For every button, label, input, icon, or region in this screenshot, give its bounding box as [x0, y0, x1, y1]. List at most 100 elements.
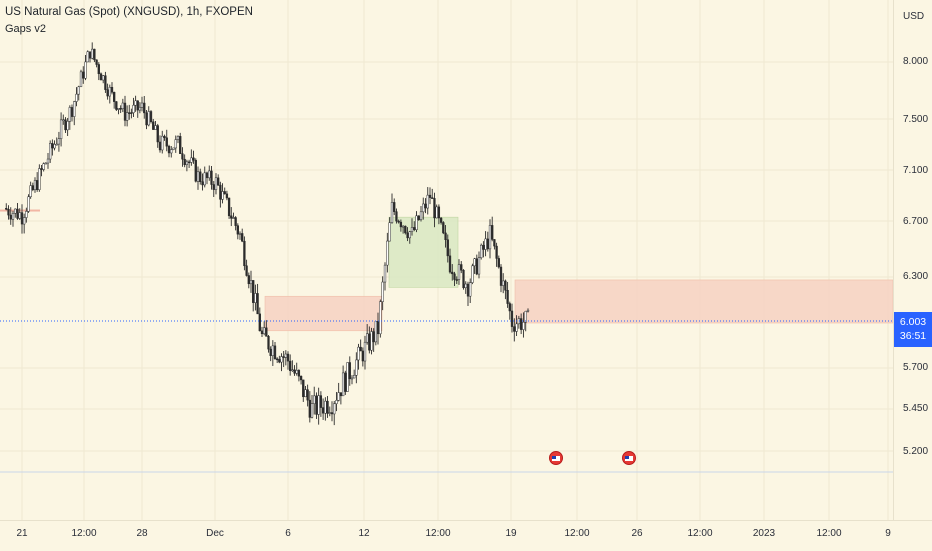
symbol-title[interactable]: US Natural Gas (Spot) (XNGUSD), 1h, FXOP…	[5, 6, 253, 18]
candle-body	[522, 321, 525, 330]
candle-body	[491, 225, 494, 240]
candle-body	[9, 214, 12, 220]
indicator-label[interactable]: Gaps v2	[5, 23, 46, 35]
candle-body	[86, 51, 89, 63]
candle-body	[115, 101, 118, 110]
candle-body	[149, 111, 153, 123]
candle-body	[174, 139, 177, 149]
candle-body	[339, 392, 343, 397]
price-chart[interactable]	[0, 0, 893, 520]
candle-body	[185, 161, 189, 165]
time-tick: 21	[16, 528, 28, 539]
candle-body	[95, 59, 98, 65]
candle-body	[84, 61, 87, 79]
candle-body	[370, 331, 373, 351]
candle-body	[29, 185, 32, 198]
candle-body	[134, 100, 137, 106]
bar-countdown: 36:51	[899, 330, 927, 342]
candle-body	[165, 137, 168, 147]
candle-body	[431, 197, 434, 199]
candle-body	[295, 370, 298, 374]
candle-body	[444, 232, 447, 240]
time-tick: 12:00	[687, 528, 713, 539]
candle-body	[401, 225, 405, 228]
candle-body	[473, 258, 476, 267]
candle-body	[123, 102, 127, 121]
candle-body	[79, 71, 83, 88]
us-flag-icon[interactable]	[549, 451, 563, 465]
candle-body	[93, 48, 96, 61]
price-tick: 7.500	[903, 114, 929, 125]
candle-body	[38, 168, 41, 190]
candle-body	[524, 310, 527, 323]
candle-body	[399, 221, 403, 228]
candle-body	[424, 203, 427, 209]
candle-body	[14, 208, 17, 214]
candle-body	[350, 377, 354, 380]
candle-body	[161, 135, 164, 151]
candle-body	[324, 400, 327, 414]
candle-body	[333, 403, 336, 415]
candle-body	[145, 112, 148, 126]
candle-body	[374, 321, 377, 343]
candle-body	[453, 273, 456, 280]
candle-body	[359, 346, 362, 352]
candle-body	[117, 108, 120, 110]
candle-body	[317, 395, 320, 415]
candle-body	[46, 158, 50, 164]
candle-body	[104, 75, 107, 90]
candle-body	[91, 48, 94, 59]
candle-body	[497, 258, 500, 268]
candle-body	[381, 281, 384, 302]
candle-body	[464, 283, 467, 289]
candle-body	[18, 212, 21, 219]
candle-body	[337, 392, 340, 401]
candle-body	[506, 289, 509, 304]
candle-body	[256, 293, 259, 315]
candle-body	[353, 375, 356, 379]
candle-body	[276, 358, 279, 361]
candle-body	[138, 107, 142, 111]
candle-body	[413, 227, 416, 230]
time-axis[interactable]	[0, 520, 932, 551]
candle-body	[368, 333, 371, 351]
candle-body	[203, 172, 206, 186]
candle-body	[243, 240, 246, 267]
candle-body	[110, 87, 114, 93]
candle-body	[217, 177, 220, 186]
candle-body	[372, 331, 375, 343]
candle-body	[260, 330, 264, 334]
candle-body	[245, 265, 248, 276]
candle-body	[460, 264, 463, 271]
time-tick: 12	[358, 528, 370, 539]
candle-body	[183, 158, 186, 165]
candle-body	[190, 157, 193, 163]
candle-body	[97, 64, 100, 75]
candle-body	[73, 101, 76, 117]
candle-body	[273, 345, 277, 360]
candle-body	[36, 180, 39, 190]
candle-body	[194, 159, 197, 182]
candle-body	[170, 149, 173, 154]
candle-body	[241, 233, 244, 242]
candle-body	[475, 258, 478, 275]
candle-body	[156, 125, 159, 143]
candle-body	[55, 143, 58, 146]
candle-body	[446, 239, 449, 257]
candle-body	[125, 112, 129, 121]
candle-body	[254, 293, 257, 303]
candle-body	[68, 107, 71, 122]
currency-label[interactable]: USD	[903, 11, 925, 22]
candle-body	[99, 73, 103, 81]
candle-body	[64, 119, 67, 131]
price-axis[interactable]	[893, 0, 932, 520]
candle-body	[437, 206, 441, 219]
candle-body	[361, 350, 364, 362]
candle-body	[102, 75, 105, 81]
us-flag-icon[interactable]	[622, 451, 636, 465]
candle-body	[88, 51, 92, 59]
candle-body	[433, 198, 436, 219]
candle-body	[140, 102, 144, 108]
candle-body	[70, 107, 74, 117]
